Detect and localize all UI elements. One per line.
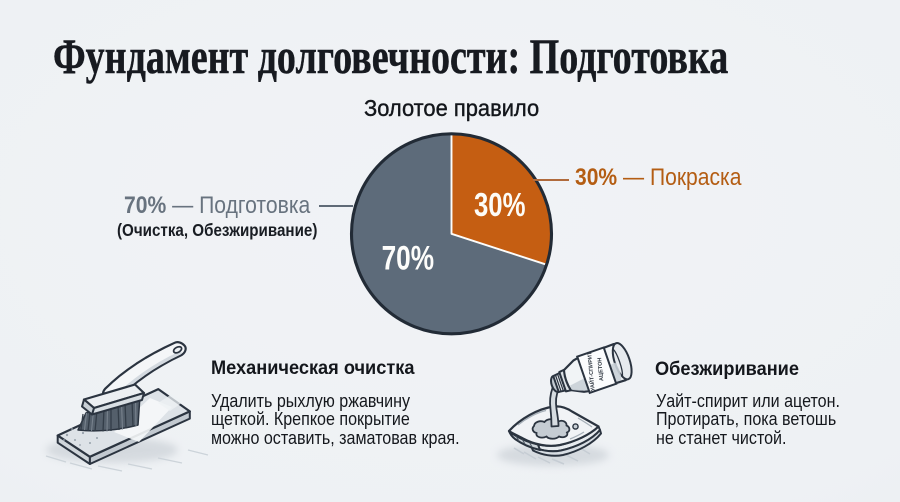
- svg-text:70%: 70%: [381, 239, 433, 277]
- svg-text:30%: 30%: [473, 187, 524, 224]
- svg-text:УАЙТ-СПИРИТ: УАЙТ-СПИРИТ: [585, 351, 596, 392]
- svg-text:АЦЕТОН: АЦЕТОН: [597, 357, 605, 381]
